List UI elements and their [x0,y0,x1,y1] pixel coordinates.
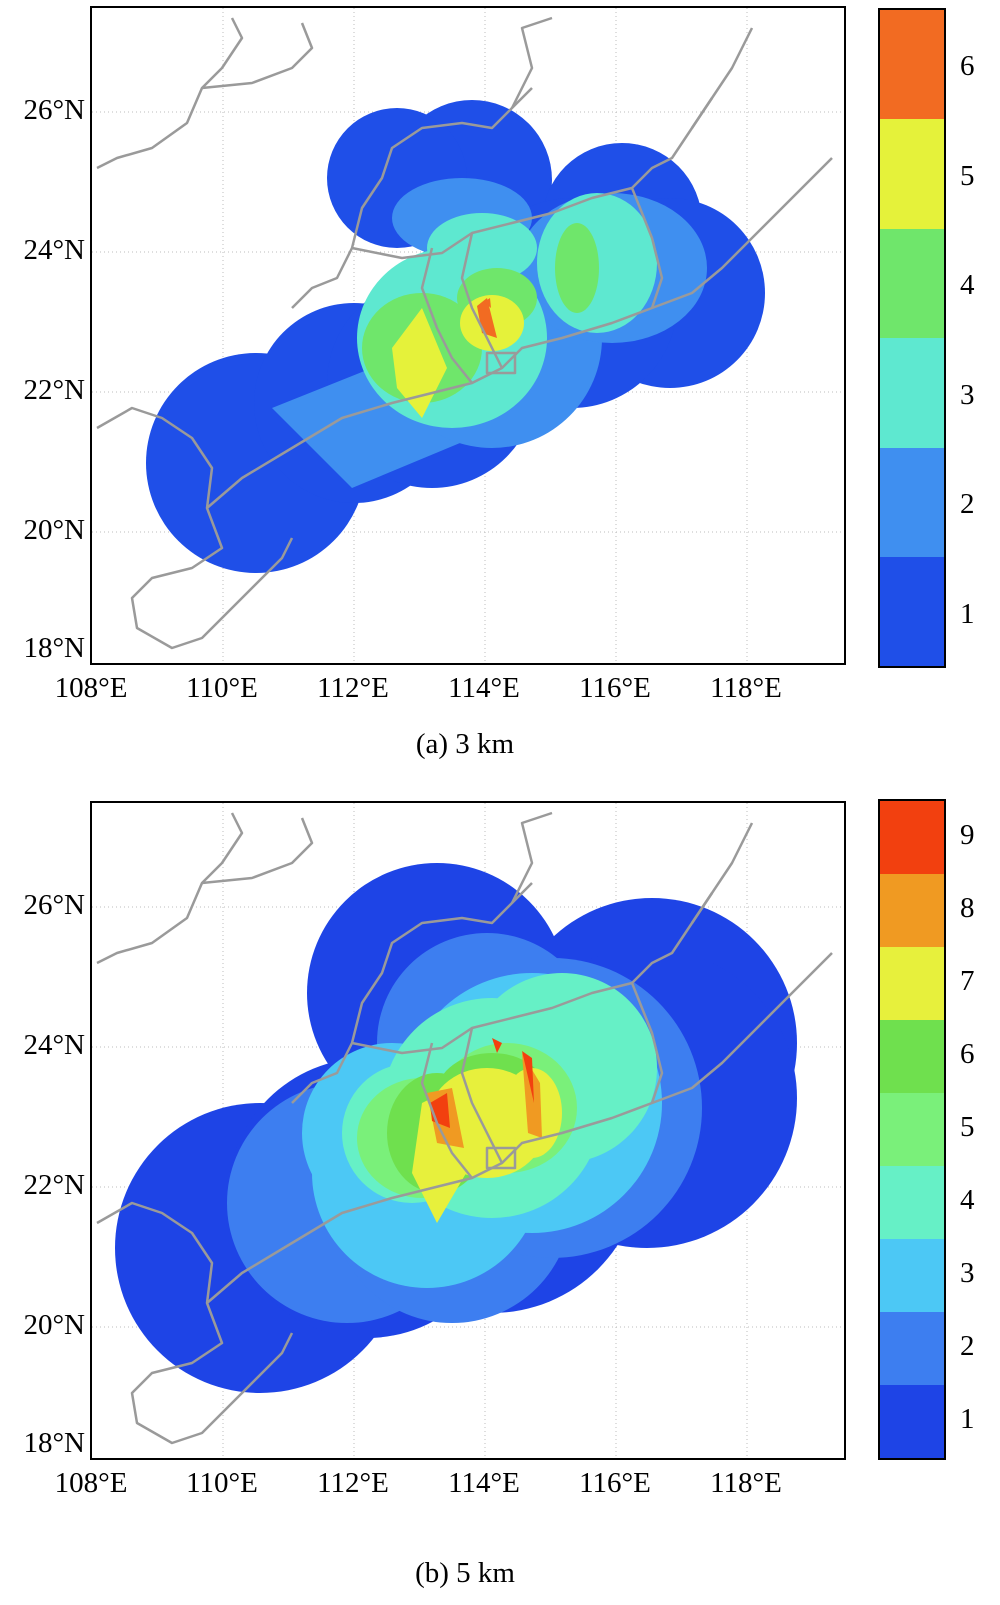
panel-caption: (a) 3 km [415,728,515,760]
colorbar-label: 1 [960,1403,975,1435]
colorbar-label: 4 [960,269,975,301]
map-plot-area [90,6,846,665]
lon-label: 108°E [54,672,128,704]
map-plot-area [90,801,846,1460]
lat-label: 26°N [23,94,85,126]
colorbar-segment [880,119,944,229]
coverage-map [92,803,844,1458]
panel-a: 26°N 24°N 22°N 20°N 18°N 108°E 110°E 112… [0,0,1000,790]
colorbar-segment [880,1020,944,1093]
colorbar-label: 6 [960,50,975,82]
lat-label: 24°N [23,1029,85,1061]
colorbar-label: 2 [960,1330,975,1362]
colorbar-segment [880,10,944,119]
lon-label: 114°E [448,1467,520,1499]
colorbar-segment [880,338,944,448]
lon-label: 110°E [186,672,258,704]
lon-label: 110°E [186,1467,258,1499]
colorbar-label: 6 [960,1038,975,1070]
coverage-map [92,8,844,663]
lat-label: 20°N [23,1309,85,1341]
lat-label: 22°N [23,1169,85,1201]
colorbar-label: 4 [960,1184,975,1216]
colorbar-segment [880,557,944,666]
lon-label: 108°E [54,1467,128,1499]
panel-b: 26°N 24°N 22°N 20°N 18°N 108°E 110°E 112… [0,795,1000,1605]
colorbar-segment [880,947,944,1020]
colorbar-segment [880,801,944,874]
lat-label: 20°N [23,514,85,546]
colorbar-segment [880,1093,944,1166]
lat-label: 24°N [23,234,85,266]
lon-label: 118°E [710,672,782,704]
colorbar-label: 3 [960,1257,975,1289]
colorbar-label: 1 [960,598,975,630]
lat-label: 18°N [23,1427,85,1459]
colorbar-label: 7 [960,965,975,997]
colorbar-label: 3 [960,379,975,411]
colorbar-segment [880,1166,944,1239]
lon-label: 112°E [317,672,389,704]
colorbar [878,799,946,1460]
colorbar-label: 9 [960,819,975,851]
colorbar [878,8,946,668]
coastline-boundaries [96,16,833,650]
colorbar-label: 5 [960,160,975,192]
colorbar-label: 8 [960,892,975,924]
lat-label: 26°N [23,889,85,921]
panel-caption: (b) 5 km [415,1557,515,1589]
lon-label: 116°E [579,672,651,704]
colorbar-segment [880,1385,944,1458]
coverage-level-9 [430,1038,534,1128]
lon-label: 112°E [317,1467,389,1499]
colorbar-segment [880,1312,944,1385]
colorbar-segment [880,448,944,557]
coastline-boundaries [96,811,833,1445]
colorbar-label: 5 [960,1111,975,1143]
colorbar-segment [880,1239,944,1312]
lat-label: 18°N [23,632,85,664]
colorbar-segment [880,229,944,338]
lon-label: 118°E [710,1467,782,1499]
lon-label: 116°E [579,1467,651,1499]
lat-label: 22°N [23,374,85,406]
colorbar-segment [880,874,944,947]
colorbar-label: 2 [960,488,975,520]
lon-label: 114°E [448,672,520,704]
